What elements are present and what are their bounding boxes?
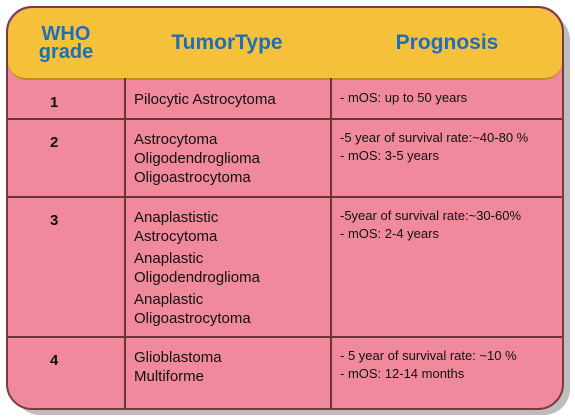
tumor-type-text: Anaplastic (134, 291, 204, 308)
prognosis-text: - mOS: 2-4 years (340, 226, 439, 241)
grade-cell: 3 (50, 212, 59, 229)
grade-cell: 2 (50, 134, 59, 151)
table-header: WHO grade TumorType Prognosis (8, 8, 562, 80)
tumor-type-text: Oligoastrocytoma (134, 310, 251, 327)
tumor-type-text: Astrocytoma (134, 228, 218, 245)
header-tumor-type: TumorType (171, 31, 283, 54)
tumor-type-text: Pilocytic Astrocytoma (134, 91, 276, 108)
prognosis-text: - 5 year of survival rate: ~10 % (340, 348, 517, 363)
tumor-type-text: Oligoastrocytoma (134, 169, 251, 186)
table-row: 1 Pilocytic Astrocytoma - mOS: up to 50 … (8, 80, 562, 120)
tumor-type-text: Anaplastic (134, 250, 204, 267)
tumor-type-text: Oligodendroglioma (134, 269, 260, 286)
prognosis-text: - mOS: 3-5 years (340, 148, 439, 163)
grade-cell: 4 (50, 352, 59, 369)
prognosis-cell: -5 year of survival rate:~40-80 % - mOS:… (330, 120, 562, 196)
column-divider-1 (124, 78, 126, 408)
table-row: 4 Glioblastoma Multiforme - 5 year of su… (8, 338, 562, 408)
header-who-grade-line-2: grade (38, 41, 94, 63)
tumor-type-text: Multiforme (134, 368, 205, 385)
prognosis-text: -5year of survival rate:~30-60% (340, 208, 522, 223)
prognosis-text: - mOS: up to 50 years (340, 90, 468, 105)
grade-cell: 1 (50, 94, 59, 111)
tumor-type-text: Astrocytoma (134, 131, 218, 148)
tumor-type-cell: Astrocytoma Oligodendroglioma Oligoastro… (124, 120, 330, 196)
header-prognosis: Prognosis (395, 31, 499, 54)
column-divider-2 (330, 78, 332, 408)
tumor-type-text: Anaplastistic (134, 209, 219, 226)
tumor-type-text: Glioblastoma (134, 349, 222, 366)
prognosis-cell: - mOS: up to 50 years (330, 80, 562, 118)
table-row: 2 Astrocytoma Oligodendroglioma Oligoast… (8, 120, 562, 198)
header-who-grade-line-1: WHO (41, 23, 91, 45)
who-grade-table: WHO grade TumorType Prognosis 1 Pilocyti… (6, 6, 564, 410)
prognosis-text: - mOS: 12-14 months (340, 366, 465, 381)
prognosis-cell: -5year of survival rate:~30-60% - mOS: 2… (330, 198, 562, 336)
tumor-type-text: Oligodendroglioma (134, 150, 260, 167)
header-who-grade: WHO grade (8, 8, 124, 78)
table-row: 3 Anaplastistic Astrocytoma Anaplastic O… (8, 198, 562, 338)
prognosis-text: -5 year of survival rate:~40-80 % (340, 130, 529, 145)
tumor-type-cell: Anaplastistic Astrocytoma Anaplastic Oli… (124, 198, 330, 336)
prognosis-cell: - 5 year of survival rate: ~10 % - mOS: … (330, 338, 562, 408)
tumor-type-cell: Pilocytic Astrocytoma (124, 80, 330, 118)
tumor-type-cell: Glioblastoma Multiforme (124, 338, 330, 408)
